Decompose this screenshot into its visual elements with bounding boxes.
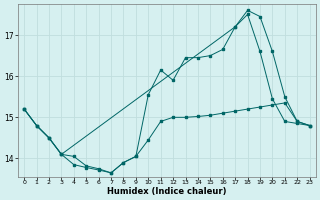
X-axis label: Humidex (Indice chaleur): Humidex (Indice chaleur) bbox=[107, 187, 227, 196]
